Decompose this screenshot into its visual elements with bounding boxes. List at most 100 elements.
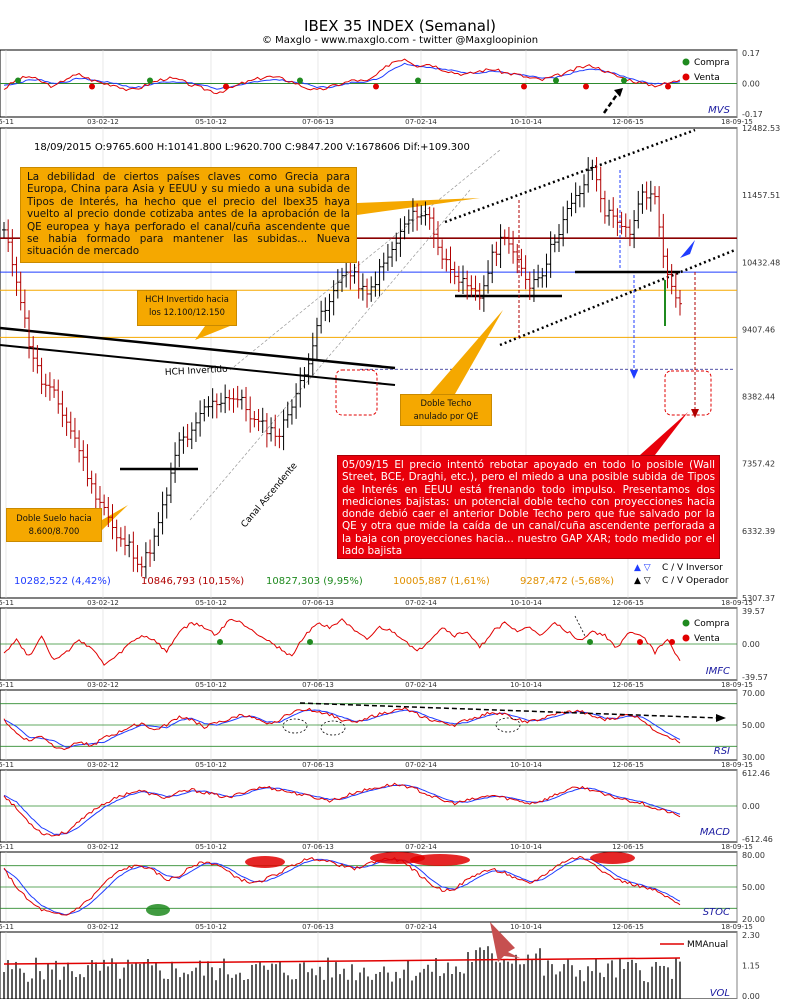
mvs-signal-dot [521,83,527,90]
mvs-signal-dot [373,83,379,90]
y-tick-label: 1.15 [742,962,760,971]
y-tick-label: 8382.44 [742,393,775,402]
y-tick-label: 30.00 [742,753,765,762]
wedge-lower-line [499,248,736,347]
rsi-trendline [299,702,721,719]
level-5: 9287,472 (-5,68%) [520,576,614,587]
date-tick-label: 03-02-12 [87,843,119,851]
y-tick-label: 50.00 [742,883,765,892]
y-tick-label: -612.46 [742,835,773,844]
macd-red-line [3,782,681,837]
mvs-signal-dot [415,77,421,84]
panel-name-rsi: RSI [714,746,730,757]
legend-mmanual: MMAnual [687,940,728,950]
date-tick-label: 12-06-15 [612,761,644,769]
date-tick-label: 6-11 [0,923,14,931]
imfc-red-line [3,618,681,666]
date-tick-label: 05-10-12 [195,681,227,689]
date-tick-label: 07-06-13 [302,599,334,607]
panel-name-imfc: IMFC [706,666,730,677]
red-annotation-box: 05/09/15 El precio intentó rebotar apoya… [337,455,720,559]
stoc-overbought-fill [410,854,470,866]
date-tick-label: 6-11 [0,761,14,769]
volume-pointer-arrow [490,922,520,962]
imfc-signal-dot [307,639,313,645]
date-tick-label: 10-10-14 [510,761,542,769]
series-layer [0,58,737,999]
hch-note-pointer [195,326,230,340]
mvs-signal-dot [583,83,589,90]
y-tick-label: 10432.48 [742,258,780,267]
date-tick-label: 07-06-13 [302,923,334,931]
y-tick-label: -0.17 [742,110,763,119]
target-box-left [335,369,378,416]
date-tick-label: 18-09-15 [721,599,753,607]
date-tick-label: 03-02-12 [87,923,119,931]
date-tick-label: 05-10-12 [195,118,227,126]
date-tick-label: 6-11 [0,118,14,126]
y-tick-label: 6332.39 [742,527,775,536]
mvs-red-line [3,58,681,95]
date-tick-label: 07-02-14 [405,923,437,931]
price-decorations [0,128,737,530]
double-top-box: Doble Techo anulado por QE [400,394,492,426]
date-tick-label: 18-09-15 [721,118,753,126]
date-tick-label: 18-09-15 [721,681,753,689]
y-tick-label: 2.30 [742,931,760,940]
date-tick-label: 6-11 [0,843,14,851]
hch-neckline-2 [0,344,396,386]
y-tick-label: 612.46 [742,769,770,778]
mvs-signal-dot [621,77,627,84]
chart-title: IBEX 35 INDEX (Semanal) [304,17,496,35]
cv-down-symbol: ▲ ▽ [634,576,651,586]
panel-name-mvs: MVS [708,105,730,116]
mvs-signal-dot [297,77,303,84]
volume-mm-line [3,957,681,965]
legend-venta-imfc: Venta [694,634,720,644]
mvs-pointer-head [614,88,623,97]
imfc-signal-dot [217,639,223,645]
date-tick-label: 07-02-14 [405,681,437,689]
date-tick-label: 07-02-14 [405,843,437,851]
date-tick-label: 10-10-14 [510,843,542,851]
wedge-upper-line [444,128,696,224]
date-tick-label: 07-02-14 [405,599,437,607]
double-top-pointer [430,310,503,394]
y-tick-label: 0.00 [742,802,760,811]
panel-name-macd: MACD [700,827,730,838]
date-tick-label: 07-06-13 [302,761,334,769]
date-tick-label: 03-02-12 [87,118,119,126]
date-tick-label: 12-06-15 [612,681,644,689]
mvs-signal-dot [223,83,229,90]
date-tick-label: 18-09-15 [721,843,753,851]
stoc-overbought-fill [245,856,285,868]
y-tick-label: 70.00 [742,689,765,698]
date-tick-label: 05-10-12 [195,761,227,769]
level-1: 10282,522 (4,42%) [14,576,111,587]
date-tick-label: 07-06-13 [302,118,334,126]
date-tick-label: 6-11 [0,599,14,607]
imfc-signal-dot [669,639,675,645]
mvs-signal-dot [147,77,153,84]
hch-label: HCH Invertido [165,365,229,378]
date-tick-label: 05-10-12 [195,599,227,607]
date-tick-label: 05-10-12 [195,923,227,931]
date-tick-label: 07-06-13 [302,843,334,851]
legend-compra-mvs: Compra [694,58,730,68]
rsi-red-line [3,706,681,751]
ohlc-label: 18/09/2015 O:9765.600 H:10141.800 L:9620… [34,142,470,153]
rsi-ellipse [320,720,346,736]
stoc-overbought-fill [590,852,635,864]
date-tick-label: 12-06-15 [612,923,644,931]
y-tick-label: 7357.42 [742,460,775,469]
y-tick-label: 5307.37 [742,594,775,603]
rsi-ellipse [282,718,308,734]
arrowhead-blue-down [630,370,638,379]
panel-name-stoc: STOC [703,907,730,918]
chart-subtitle: © Maxglo - www.maxglo.com - twitter @Max… [262,35,538,46]
date-tick-label: 10-10-14 [510,118,542,126]
date-tick-label: 18-09-15 [721,761,753,769]
stoc-red-line [3,855,681,916]
arrowhead-red-down [691,409,699,418]
